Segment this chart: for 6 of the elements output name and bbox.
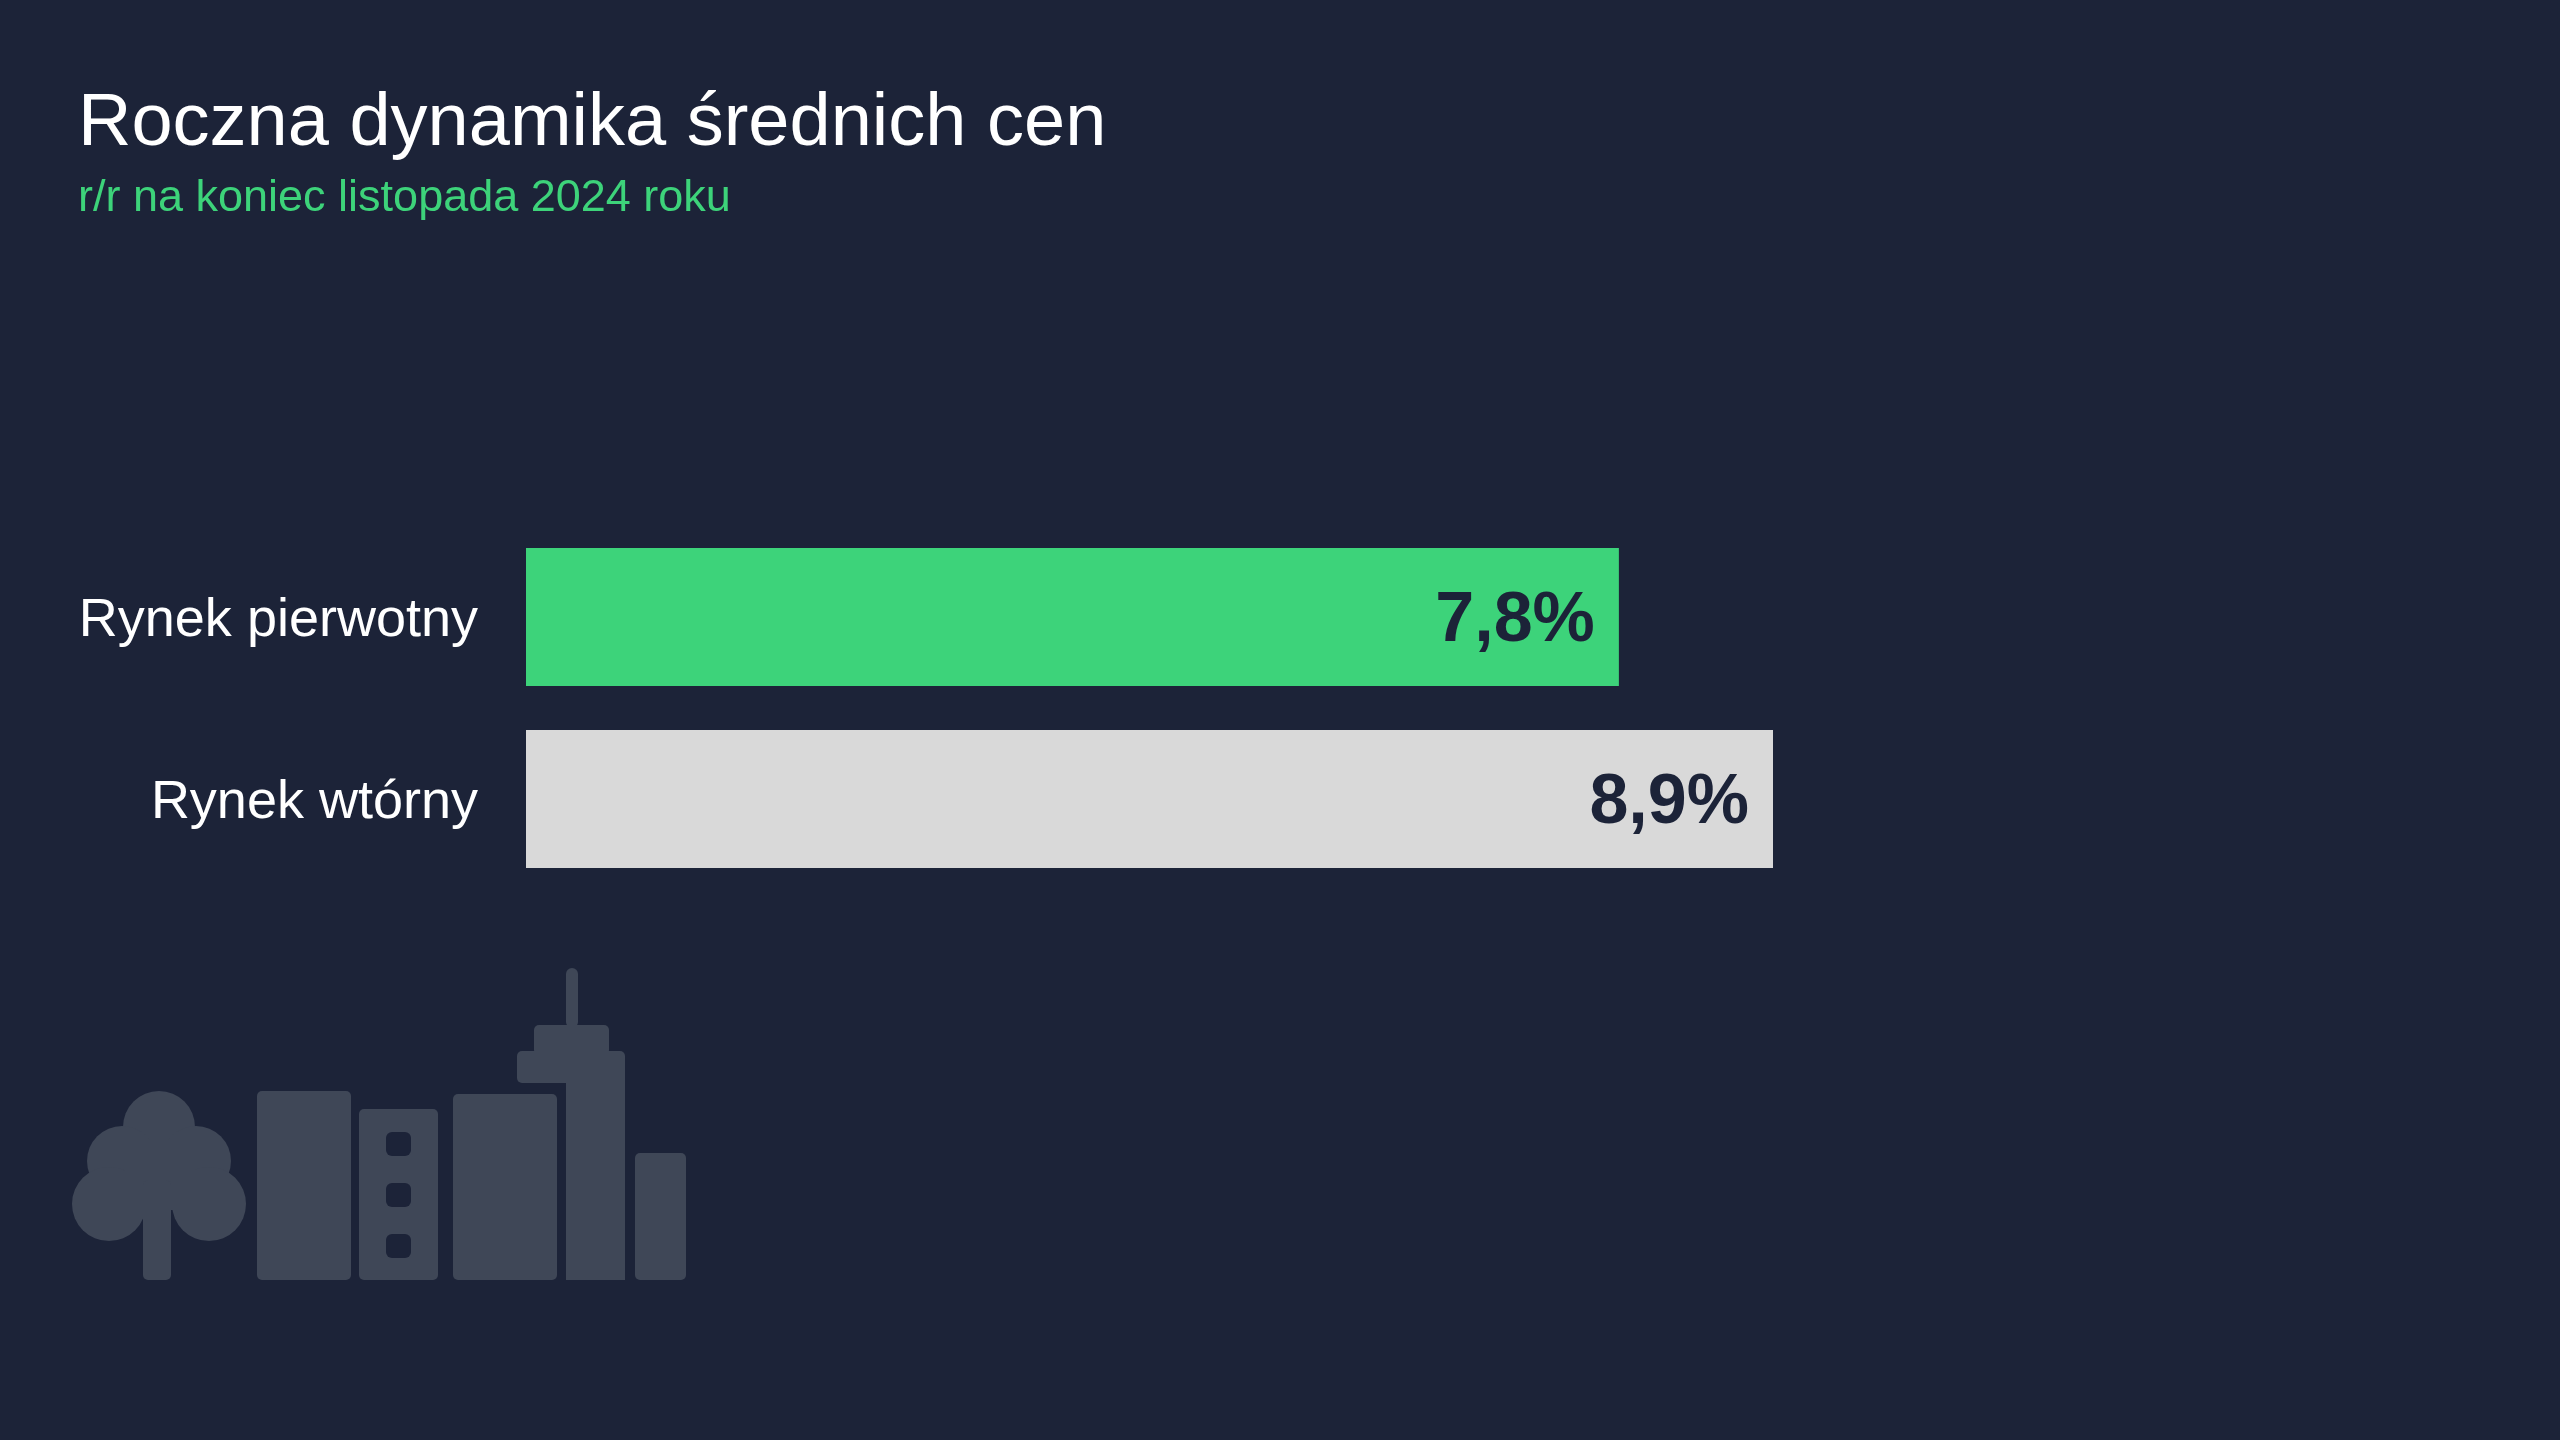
data-label: 7,8% bbox=[1435, 578, 1595, 656]
data-label: 8,9% bbox=[1589, 760, 1749, 838]
y-tick-label: Rynek wtórny bbox=[150, 769, 478, 829]
y-tick-label: Rynek pierwotny bbox=[78, 587, 478, 647]
chart-subtitle: r/r na koniec listopada 2024 roku bbox=[78, 170, 731, 221]
chart-title: Roczna dynamika średnich cen bbox=[78, 78, 1107, 161]
